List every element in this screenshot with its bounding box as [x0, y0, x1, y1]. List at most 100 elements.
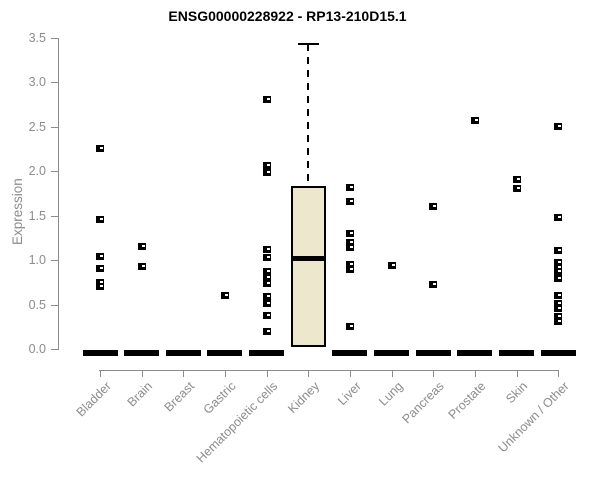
outlier-point — [387, 261, 396, 269]
outlier-point-slit — [266, 255, 270, 258]
box-whisker — [307, 43, 310, 187]
x-tick-label: Gastric — [200, 379, 239, 417]
x-tick — [183, 371, 185, 377]
outlier-point — [220, 292, 229, 300]
outlier-point — [345, 323, 354, 331]
outlier-point — [554, 246, 563, 254]
outlier-point-slit — [100, 217, 103, 220]
collapsed-box-bar — [82, 350, 118, 356]
x-tick — [308, 371, 310, 377]
y-tick-label: 2.0 — [28, 164, 46, 178]
x-tick-label: Bladder — [73, 379, 114, 420]
x-tick — [433, 371, 435, 377]
collapsed-box-bar — [415, 350, 451, 356]
outlier-point-slit — [266, 171, 270, 174]
outlier-point — [96, 145, 104, 153]
outlier-point-slit — [349, 186, 353, 189]
outlier-point-slit — [558, 215, 562, 218]
y-tick-label: 1.0 — [28, 253, 46, 267]
x-tick-label: Breast — [161, 379, 198, 415]
outlier-point-slit — [558, 302, 562, 305]
outlier-point — [96, 252, 104, 260]
x-tick — [266, 371, 268, 377]
outlier-point-slit — [433, 205, 437, 208]
x-tick — [100, 371, 101, 377]
box-body — [290, 186, 326, 348]
x-tick — [558, 371, 560, 377]
y-tick — [51, 171, 59, 172]
outlier-point-slit — [349, 231, 353, 234]
outlier-point-slit — [349, 246, 353, 249]
collapsed-box-bar — [540, 350, 576, 356]
outlier-point-slit — [558, 248, 562, 251]
outlier-point — [512, 185, 521, 193]
outlier-point-slit — [558, 294, 562, 297]
outlier-point-slit — [266, 294, 270, 297]
outlier-point — [262, 279, 271, 287]
x-tick-label: Hematopoietic cells — [193, 379, 281, 466]
outlier-point-slit — [266, 247, 270, 250]
outlier-point — [262, 96, 271, 104]
outlier-point-slit — [100, 280, 103, 283]
collapsed-box-bar — [374, 350, 410, 356]
x-tick-label: Kidney — [285, 379, 323, 416]
outlier-point-slit — [516, 177, 520, 180]
y-tick — [51, 82, 59, 83]
outlier-point-slit — [266, 302, 270, 305]
y-tick-label: 0.5 — [28, 297, 46, 312]
outlier-point-slit — [474, 118, 478, 121]
outlier-point — [137, 262, 146, 270]
outlier-point — [262, 169, 271, 177]
x-tick — [474, 371, 476, 377]
outlier-point-slit — [558, 270, 562, 273]
y-axis-line — [58, 37, 59, 349]
chart-title: ENSG00000228922 - RP13-210D15.1 — [168, 8, 407, 24]
outlier-point-slit — [100, 285, 103, 288]
outlier-point — [554, 304, 563, 312]
box-median-line — [292, 255, 324, 261]
outlier-point — [345, 238, 354, 246]
outlier-point-slit — [349, 199, 353, 202]
y-tick — [51, 126, 59, 128]
outlier-point-slit — [558, 125, 562, 127]
outlier-point — [512, 175, 521, 183]
x-tick-label: Liver — [334, 379, 364, 409]
y-tick-label: 3.0 — [28, 75, 46, 89]
outlier-point-slit — [266, 329, 270, 332]
outlier-point-slit — [266, 164, 270, 167]
outlier-point — [554, 300, 563, 308]
y-tick — [51, 304, 59, 306]
y-tick — [51, 349, 59, 350]
x-tick-label: Lung — [375, 379, 406, 409]
outlier-point-slit — [100, 254, 103, 257]
outlier-point-slit — [558, 277, 562, 280]
x-tick — [391, 371, 393, 377]
outlier-point-slit — [266, 98, 270, 101]
outlier-point — [262, 268, 271, 276]
collapsed-box-bar — [207, 350, 243, 356]
outlier-point-slit — [266, 270, 270, 273]
outlier-point — [554, 213, 563, 221]
y-tick-label: 1.5 — [28, 208, 46, 223]
outlier-point-slit — [349, 268, 353, 271]
x-tick-label: Brain — [125, 379, 156, 410]
outlier-point — [262, 300, 271, 308]
outlier-point — [262, 253, 271, 261]
outlier-point-slit — [266, 276, 270, 279]
outlier-point-slit — [516, 187, 520, 190]
outlier-point — [554, 268, 563, 276]
y-tick-label: 0.0 — [28, 342, 46, 356]
outlier-point — [137, 243, 146, 251]
outlier-point — [345, 184, 354, 192]
outlier-point-slit — [558, 261, 562, 264]
outlier-point-slit — [391, 263, 395, 266]
outlier-point — [554, 259, 563, 267]
outlier-point — [554, 263, 563, 271]
outlier-point — [262, 162, 271, 170]
x-tick — [516, 371, 518, 377]
y-tick — [51, 37, 59, 39]
x-tick — [224, 371, 226, 377]
collapsed-box-bar — [457, 350, 493, 356]
outlier-point-slit — [224, 294, 228, 297]
